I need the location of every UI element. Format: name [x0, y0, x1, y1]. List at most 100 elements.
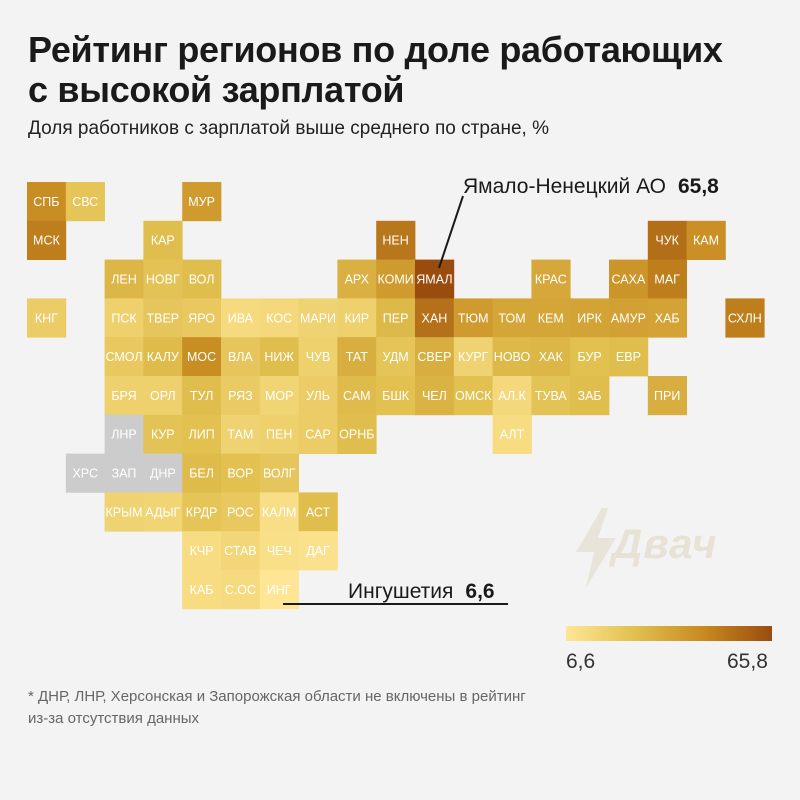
region-tile-rect — [104, 376, 144, 416]
region-tile: МСК — [27, 220, 67, 260]
region-tile-label: ТВЕР — [146, 311, 179, 325]
region-tile-rect — [143, 414, 183, 454]
region-tile-label: ЗАБ — [578, 389, 602, 403]
region-tile: АРХ — [337, 259, 377, 299]
region-tile-rect — [531, 376, 571, 416]
region-tile: ЛИП — [182, 414, 222, 454]
region-tile-rect — [492, 337, 532, 377]
region-tile: САР — [298, 414, 338, 454]
region-tile: СТАВ — [221, 531, 261, 571]
region-tile-label: КРАС — [535, 273, 567, 287]
region-tile-label: ДАГ — [306, 544, 330, 558]
region-tile: ДНР — [143, 453, 183, 493]
region-tile-label: ХАН — [422, 311, 448, 325]
region-tile-rect — [337, 259, 377, 299]
region-tile-rect — [453, 337, 493, 377]
region-tile-label: ТАМ — [227, 428, 253, 442]
region-tile-rect — [609, 337, 649, 377]
region-tile-label: НЕН — [382, 234, 408, 248]
region-tile: КОМИ — [376, 259, 416, 299]
region-tile-label: КАЛУ — [147, 350, 179, 364]
region-tile-label: МОР — [265, 389, 293, 403]
region-tile-rect — [259, 453, 299, 493]
region-tile-label: ЛЕН — [111, 273, 137, 287]
chart-title-line-1: Рейтинг регионов по доле работающих — [28, 29, 723, 70]
region-tile-rect — [221, 414, 261, 454]
region-tile: ХАК — [531, 337, 571, 377]
region-tile-label: ТЮМ — [458, 311, 489, 325]
region-tile-label: ЧУВ — [306, 350, 331, 364]
region-tile-rect — [143, 492, 183, 532]
region-tile-label: КОС — [266, 311, 292, 325]
region-tile-rect — [221, 453, 261, 493]
region-tile: НЕН — [376, 220, 416, 260]
region-tile-rect — [298, 337, 338, 377]
region-tile-label: УДМ — [382, 350, 408, 364]
region-tile-label: МУР — [188, 195, 215, 209]
region-tile: ТОМ — [492, 298, 532, 338]
region-tile: ХАН — [415, 298, 455, 338]
region-tile: С.ОС — [221, 570, 261, 610]
region-tile: КЧР — [182, 531, 222, 571]
region-tile: ИНГ — [259, 570, 299, 610]
region-tile-rect — [143, 220, 183, 260]
region-tile-rect — [143, 376, 183, 416]
region-tile: МАРИ — [298, 298, 338, 338]
region-tile: КАЛУ — [143, 337, 183, 377]
region-tile-label: РЯЗ — [228, 389, 253, 403]
region-tile-label: ЗАП — [112, 467, 137, 481]
region-tile-label: КАМ — [693, 234, 719, 248]
region-tile: ОРЛ — [143, 376, 183, 416]
region-tile-rect — [337, 376, 377, 416]
region-tile-rect — [686, 220, 726, 260]
region-tile-rect — [182, 531, 222, 571]
color-legend-bar — [566, 626, 772, 641]
region-tile: КЕМ — [531, 298, 571, 338]
region-tile: УДМ — [376, 337, 416, 377]
region-tile-rect — [337, 298, 377, 338]
region-tile-label: КОМИ — [377, 273, 413, 287]
region-tile-rect — [337, 337, 377, 377]
region-tile: ИВА — [221, 298, 261, 338]
region-tile-rect — [259, 570, 299, 610]
region-tile-label: ДНР — [150, 467, 176, 481]
region-tile: КНГ — [27, 298, 67, 338]
region-tile: НОВГ — [143, 259, 183, 299]
region-tile-rect — [182, 414, 222, 454]
region-tile-rect — [415, 259, 455, 299]
region-tile-rect — [298, 414, 338, 454]
region-tile: ЯМАЛ — [415, 259, 455, 299]
region-tile: ЧЕЛ — [415, 376, 455, 416]
region-tile: МАГ — [647, 259, 687, 299]
region-tile-rect — [415, 298, 455, 338]
region-tile-rect — [531, 298, 571, 338]
max-annotation-leader-line — [438, 195, 464, 269]
region-tile: КАБ — [182, 570, 222, 610]
region-tile: РЯЗ — [221, 376, 261, 416]
region-tile-label: МАРИ — [300, 311, 336, 325]
region-tile: НИЖ — [259, 337, 299, 377]
region-tile-rect — [182, 298, 222, 338]
region-tile: ДАГ — [298, 531, 338, 571]
region-tile-rect — [221, 531, 261, 571]
region-tile-label: КУРГ — [458, 350, 489, 364]
region-tile-rect — [570, 376, 610, 416]
region-tile-label: ВЛА — [228, 350, 253, 364]
region-tile-label: ТОМ — [498, 311, 525, 325]
region-tile-rect — [570, 298, 610, 338]
region-tile-rect — [647, 259, 687, 299]
region-tile: СПБ — [27, 182, 67, 222]
region-tile: МУР — [182, 182, 222, 222]
region-tile-label: АСТ — [306, 505, 331, 519]
region-tile: БЕЛ — [182, 453, 222, 493]
region-tile: ВЛА — [221, 337, 261, 377]
region-tile-rect — [376, 376, 416, 416]
region-tile-rect — [609, 259, 649, 299]
region-tile-rect — [104, 414, 144, 454]
region-tile-label: ИРК — [577, 311, 602, 325]
region-tile-label: САР — [305, 428, 330, 442]
region-tile-label: ПРИ — [654, 389, 680, 403]
region-tile: КРАС — [531, 259, 571, 299]
region-tile-label: ХАК — [539, 350, 564, 364]
region-tile-label: СПБ — [33, 195, 59, 209]
